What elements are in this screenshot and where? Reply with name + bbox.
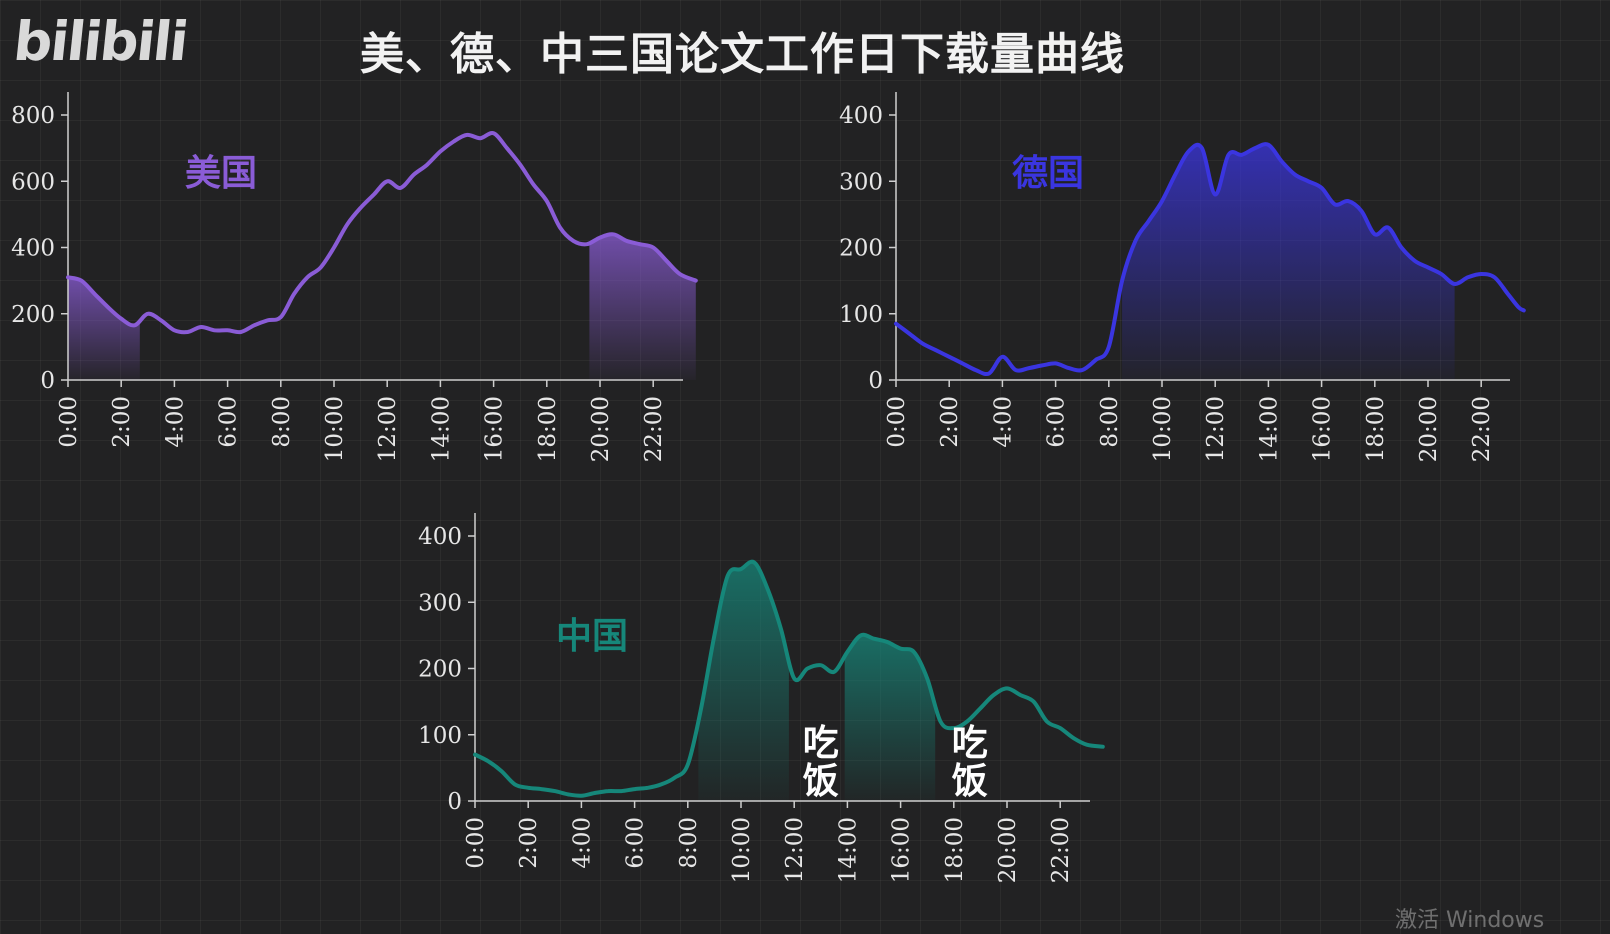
x-tick-label: 18:00 <box>1363 396 1389 462</box>
x-tick-label: 2:00 <box>109 396 135 448</box>
series-line <box>66 130 698 335</box>
x-tick-label: 6:00 <box>1044 396 1070 448</box>
series-label: 美国 <box>185 152 257 194</box>
shaded-area-1 <box>68 277 140 380</box>
series-label: 德国 <box>1012 152 1084 194</box>
y-tick-label: 0 <box>868 368 883 394</box>
series-label: 中国 <box>556 615 628 657</box>
x-tick-label: 0:00 <box>884 396 910 448</box>
x-tick-label: 10:00 <box>729 817 755 883</box>
x-tick-label: 4:00 <box>162 396 188 448</box>
x-tick-label: 8:00 <box>269 396 295 448</box>
chart-panel-3: 0 100 200 300 400 0:00 2:00 4:00 6:00 8:00 10:00 12… <box>418 513 1105 883</box>
x-tick-label: 16:00 <box>1310 396 1336 462</box>
y-tick-label: 600 <box>11 169 55 195</box>
series-line <box>894 142 1526 377</box>
chart-panel-1: 0 200 400 600 800 0:00 2:00 4:00 6:00 8:00 10:00 12… <box>11 92 698 462</box>
x-tick-label: 8:00 <box>1097 396 1123 448</box>
x-tick-label: 16:00 <box>889 817 915 883</box>
windows-activation-watermark: 激活 Windows <box>1395 908 1545 933</box>
y-tick-label: 200 <box>839 236 883 262</box>
x-tick-label: 8:00 <box>676 817 702 869</box>
x-tick-label: 14:00 <box>1256 396 1282 462</box>
y-tick-label: 100 <box>418 723 462 749</box>
x-tick-label: 10:00 <box>322 396 348 462</box>
x-tick-label: 0:00 <box>463 817 489 869</box>
x-tick-label: 10:00 <box>1150 396 1176 462</box>
y-tick-label: 0 <box>447 789 462 815</box>
x-tick-label: 12:00 <box>782 817 808 883</box>
y-tick-label: 300 <box>839 169 883 195</box>
y-tick-label: 300 <box>418 590 462 616</box>
y-tick-label: 400 <box>839 103 883 129</box>
annotation-2: 吃饭 <box>952 722 988 802</box>
x-tick-label: 14:00 <box>428 396 454 462</box>
y-tick-label: 400 <box>11 236 55 262</box>
shaded-area-2 <box>844 634 936 801</box>
x-tick-label: 0:00 <box>56 396 82 448</box>
x-tick-label: 2:00 <box>516 817 542 869</box>
x-tick-label: 22:00 <box>1469 396 1495 462</box>
y-tick-label: 200 <box>418 657 462 683</box>
x-tick-label: 4:00 <box>990 396 1016 448</box>
x-tick-label: 16:00 <box>482 396 508 462</box>
annotation-1: 吃饭 <box>803 722 839 802</box>
x-tick-label: 6:00 <box>216 396 242 448</box>
shaded-area-2 <box>589 234 696 380</box>
x-tick-label: 18:00 <box>535 396 561 462</box>
y-tick-label: 0 <box>40 368 55 394</box>
shaded-area-1 <box>1122 144 1455 380</box>
y-tick-label: 100 <box>839 302 883 328</box>
x-tick-label: 4:00 <box>569 817 595 869</box>
x-tick-label: 22:00 <box>1048 817 1074 883</box>
chart-panel-2: 0 100 200 300 400 0:00 2:00 4:00 6:00 8:00 10:00 12… <box>839 92 1526 462</box>
x-tick-label: 12:00 <box>375 396 401 462</box>
y-tick-label: 200 <box>11 302 55 328</box>
x-tick-label: 20:00 <box>1416 396 1442 462</box>
series-line <box>473 559 1105 798</box>
x-tick-label: 12:00 <box>1203 396 1229 462</box>
x-tick-label: 2:00 <box>937 396 963 448</box>
shaded-area-1 <box>698 561 789 801</box>
x-tick-label: 6:00 <box>623 817 649 869</box>
x-tick-label: 14:00 <box>835 817 861 883</box>
x-tick-label: 18:00 <box>942 817 968 883</box>
x-tick-label: 22:00 <box>641 396 667 462</box>
y-tick-label: 400 <box>418 524 462 550</box>
page-title: 美、德、中三国论文工作日下载量曲线 <box>360 29 1125 80</box>
x-tick-label: 20:00 <box>995 817 1021 883</box>
y-tick-label: 800 <box>11 103 55 129</box>
x-tick-label: 20:00 <box>588 396 614 462</box>
